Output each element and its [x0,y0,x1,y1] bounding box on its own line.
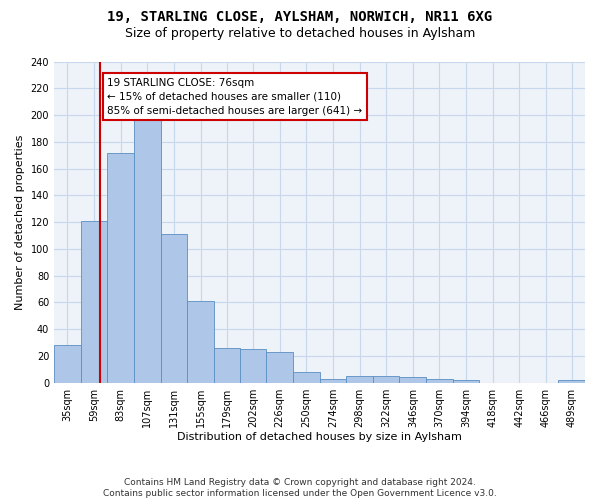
Bar [134,120,161,382]
Bar [187,301,214,382]
Bar [54,345,81,383]
Y-axis label: Number of detached properties: Number of detached properties [15,134,25,310]
Bar [81,221,107,382]
Bar [453,380,479,382]
Bar [266,352,293,382]
Bar [320,378,346,382]
Bar [373,376,400,382]
Bar [559,380,585,382]
Bar [293,372,320,382]
Text: 19, STARLING CLOSE, AYLSHAM, NORWICH, NR11 6XG: 19, STARLING CLOSE, AYLSHAM, NORWICH, NR… [107,10,493,24]
Bar [239,349,266,382]
Bar [161,234,187,382]
Bar [107,152,134,382]
Bar [214,348,239,382]
Text: Contains HM Land Registry data © Crown copyright and database right 2024.
Contai: Contains HM Land Registry data © Crown c… [103,478,497,498]
Bar [400,378,426,382]
Text: Size of property relative to detached houses in Aylsham: Size of property relative to detached ho… [125,28,475,40]
Text: 19 STARLING CLOSE: 76sqm
← 15% of detached houses are smaller (110)
85% of semi-: 19 STARLING CLOSE: 76sqm ← 15% of detach… [107,78,362,116]
Bar [426,378,453,382]
X-axis label: Distribution of detached houses by size in Aylsham: Distribution of detached houses by size … [177,432,462,442]
Bar [346,376,373,382]
